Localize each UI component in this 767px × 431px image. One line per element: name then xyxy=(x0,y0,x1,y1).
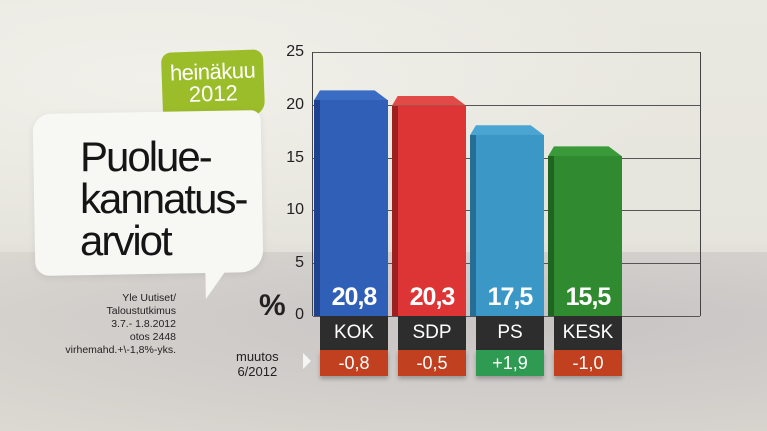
arrow-right-icon xyxy=(303,353,311,369)
y-tick: 15 xyxy=(286,149,304,166)
y-tick: 0 xyxy=(295,306,304,323)
title-line: kannatus- xyxy=(80,175,248,222)
y-tick: 25 xyxy=(286,43,304,60)
party-label: PS xyxy=(476,316,544,350)
change-value: +1,9 xyxy=(476,350,544,376)
y-tick: 10 xyxy=(286,201,304,218)
source-line: 3.7.- 1.8.2012 xyxy=(111,318,176,330)
bar-front: 17,5 xyxy=(476,135,544,316)
bar-front: 15,5 xyxy=(554,156,622,316)
bar-top xyxy=(470,125,544,136)
bar-front: 20,3 xyxy=(398,105,466,316)
chart-title: Puolue- kannatus- arviot xyxy=(80,133,248,264)
change-label: muutos 6/2012 xyxy=(236,349,279,379)
source-line: virhemahd.+\-1,8%-yks. xyxy=(65,344,176,356)
bar-top xyxy=(314,90,388,101)
change-value: -1,0 xyxy=(554,350,622,376)
y-tick: 20 xyxy=(286,96,304,113)
source-note: Yle Uutiset/ Taloustutkimus 3.7.- 1.8.20… xyxy=(65,292,176,357)
bar-value-label: 20,8 xyxy=(331,282,378,311)
party-label: KOK xyxy=(320,316,388,350)
right-axis xyxy=(700,52,701,316)
change-value: -0,5 xyxy=(398,350,466,376)
y-axis xyxy=(312,52,313,316)
gridline xyxy=(313,105,700,106)
bar-ps: 17,5 xyxy=(470,125,544,316)
bar-side xyxy=(470,135,476,316)
party-label: KESK xyxy=(554,316,622,350)
party-label: SDP xyxy=(398,316,466,350)
bar-top xyxy=(548,146,622,157)
bar-value-label: 20,3 xyxy=(409,282,456,311)
change-value: -0,8 xyxy=(320,350,388,376)
title-line: Puolue- xyxy=(80,133,213,180)
bar-kok: 20,8 xyxy=(314,90,388,316)
unit-label: % xyxy=(259,289,286,322)
title-line: arviot xyxy=(80,217,173,264)
source-line: Yle Uutiset/ xyxy=(122,292,176,304)
source-line: Taloustutkimus xyxy=(106,305,176,317)
gridline xyxy=(313,52,700,53)
bar-side xyxy=(314,100,320,316)
bar-value-label: 17,5 xyxy=(487,282,534,311)
bar-side xyxy=(392,105,398,316)
y-tick: 5 xyxy=(295,254,304,271)
change-label-line: 6/2012 xyxy=(237,364,278,379)
source-line: otos 2448 xyxy=(129,331,176,343)
bar-top xyxy=(392,95,466,106)
bar-kesk: 15,5 xyxy=(548,146,622,316)
change-label-line: muutos xyxy=(236,349,279,364)
bar-front: 20,8 xyxy=(320,100,388,316)
bar-sdp: 20,3 xyxy=(392,95,466,316)
bar-side xyxy=(548,156,554,316)
bar-value-label: 15,5 xyxy=(565,282,612,311)
